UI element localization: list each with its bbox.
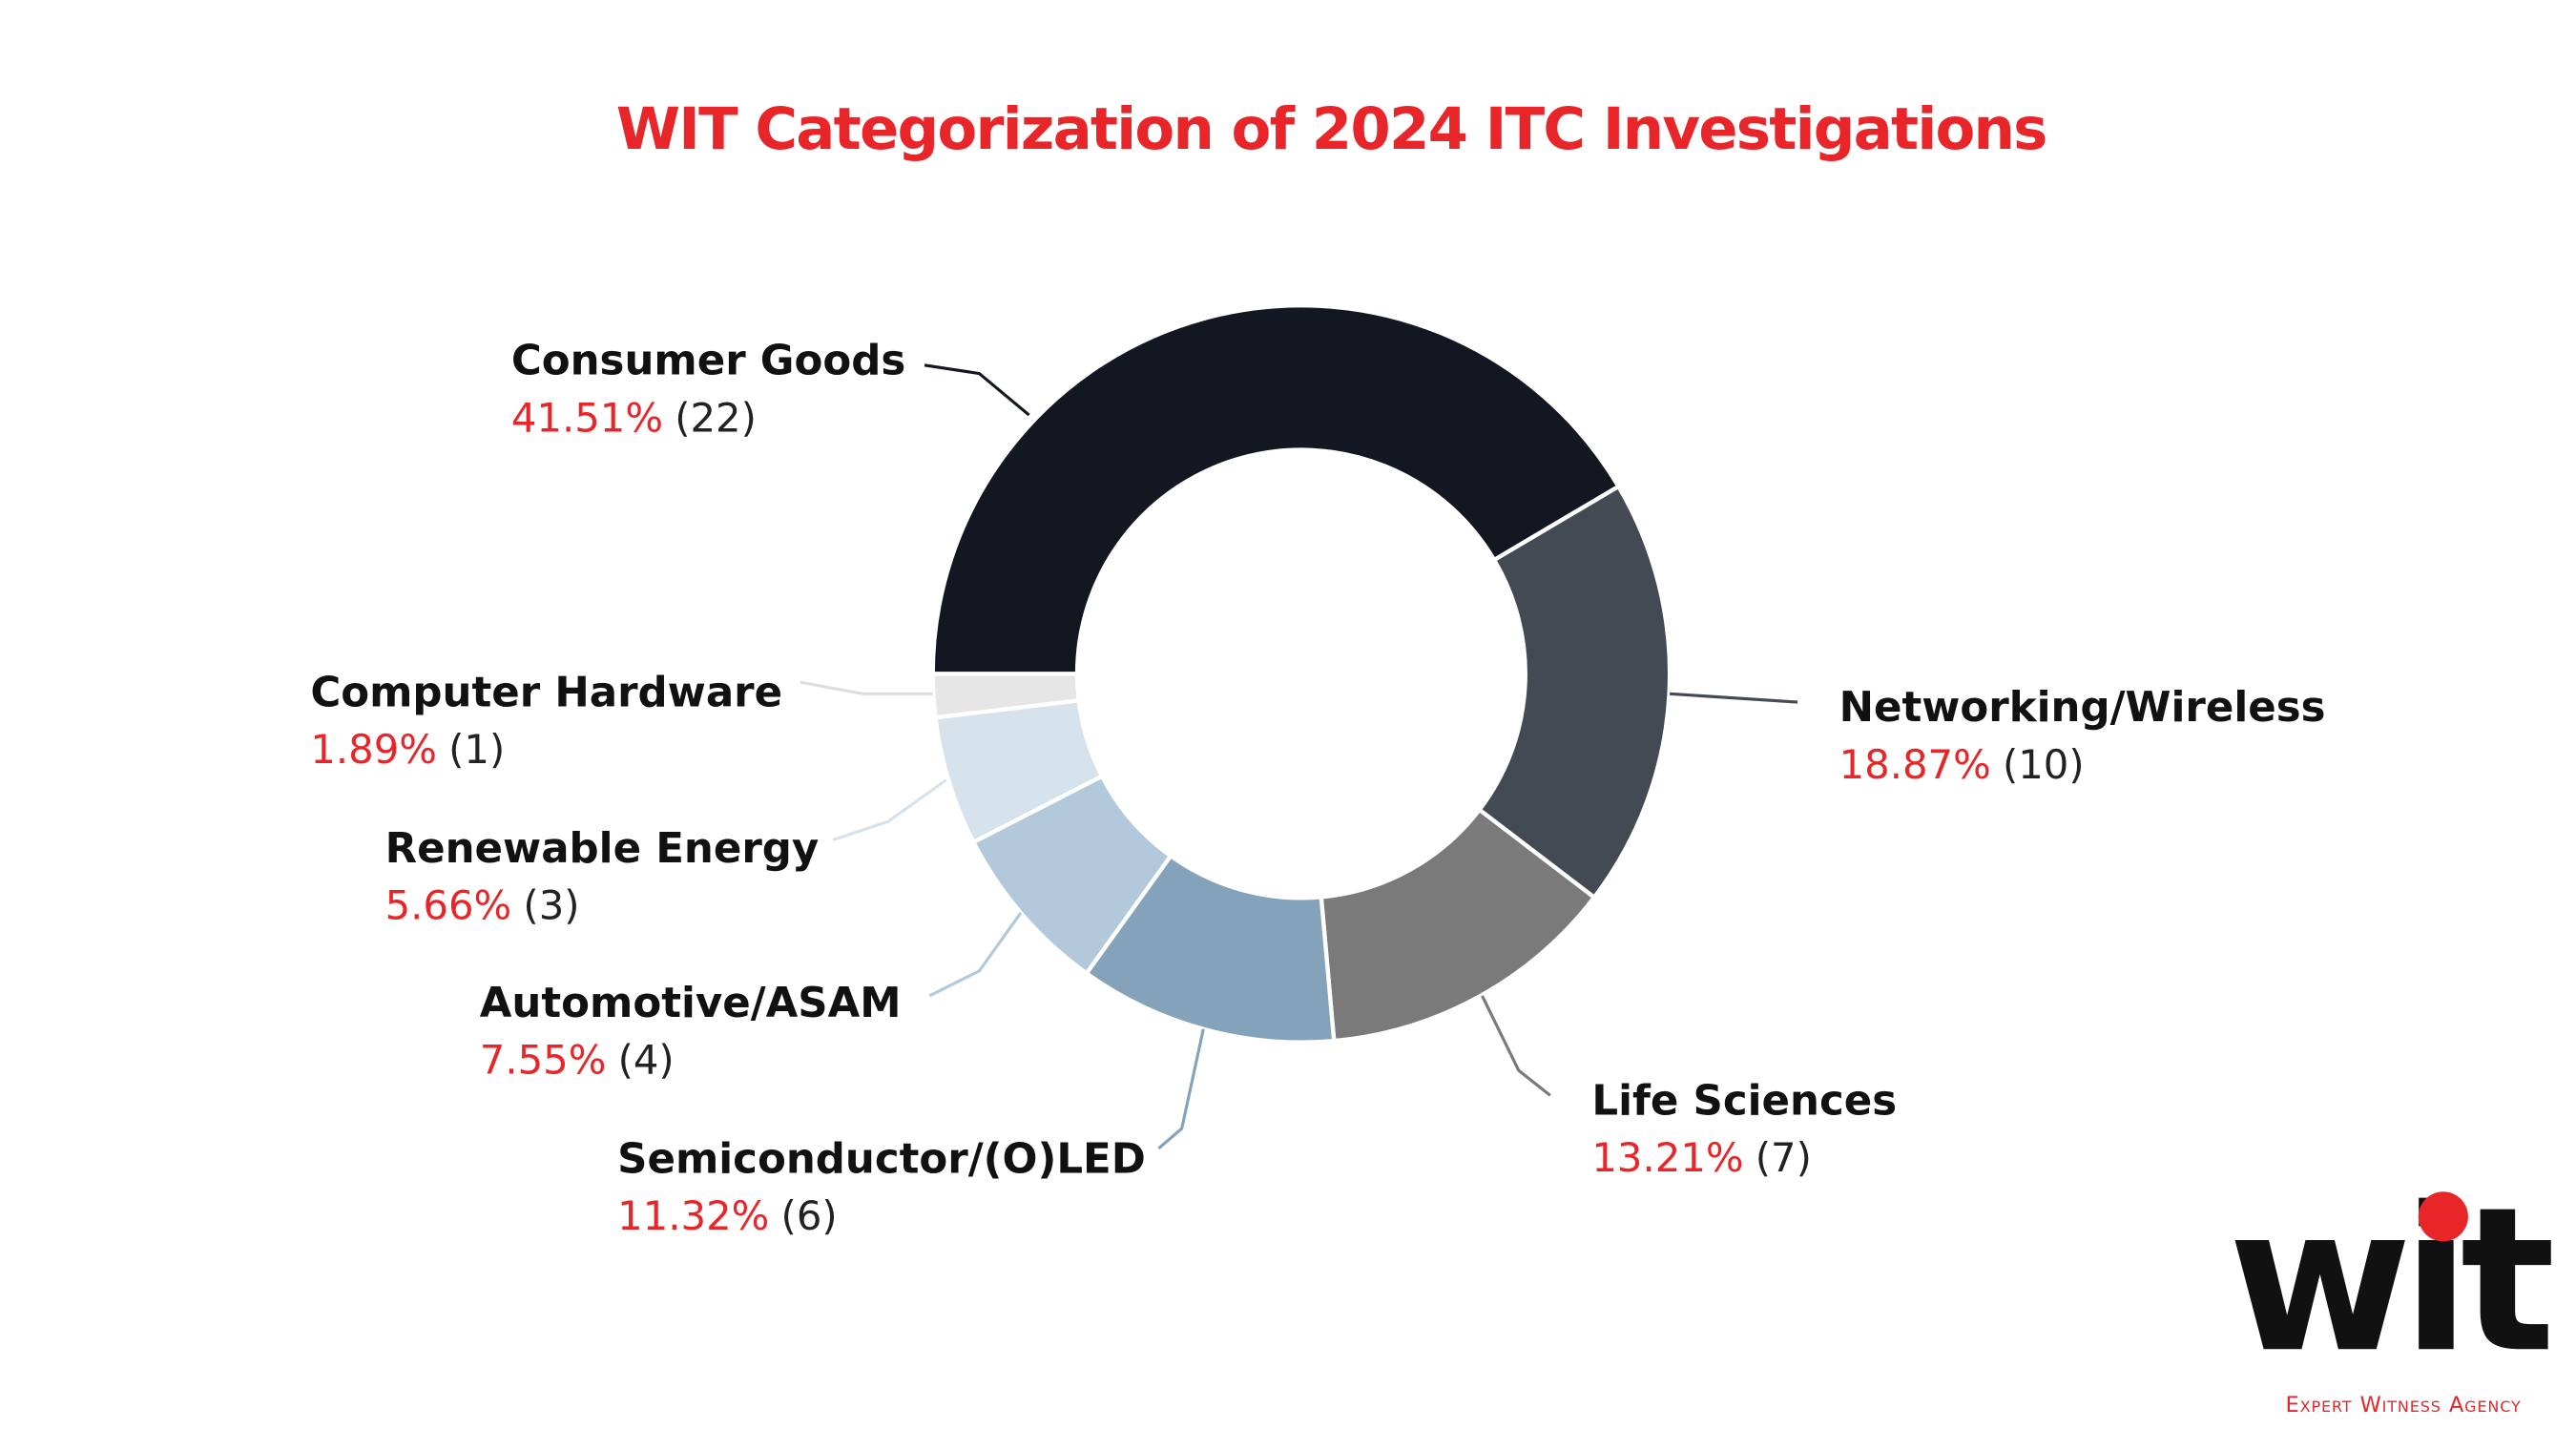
count-label: (1) (448, 726, 505, 773)
slice-value: 7.55% (4) (480, 1036, 675, 1083)
logo: wit Expert Witness Agency (2228, 1165, 2561, 1418)
slice-value: 5.66% (3) (385, 881, 580, 928)
leader-line (924, 363, 1030, 417)
count-label: (4) (618, 1036, 675, 1083)
count-label: (22) (675, 394, 757, 441)
chart-title: WIT Categorization of 2024 ITC Investiga… (616, 95, 2046, 163)
value-label: 1.89% (310, 726, 437, 773)
value-label: 41.51% (511, 394, 663, 441)
count-label: (6) (781, 1192, 838, 1239)
leader-line (832, 778, 947, 841)
leader-line (1157, 1028, 1205, 1150)
slice-name: Life Sciences (1591, 1078, 1897, 1126)
count-label: (10) (2003, 740, 2085, 787)
slice-value: 1.89% (1) (310, 726, 505, 773)
slice (930, 303, 1622, 676)
count-label: (3) (523, 881, 579, 928)
slice-value: 41.51% (22) (511, 394, 757, 441)
value-label: 5.66% (385, 881, 512, 928)
leader-line (800, 680, 933, 695)
slice-name: Renewable Energy (385, 825, 820, 873)
logo-text: wit (2228, 1165, 2551, 1397)
leader-line (1670, 692, 1798, 704)
slice-name: Computer Hardware (310, 670, 782, 717)
slice-name: Semiconductor/(O)LED (617, 1135, 1146, 1183)
slice-value: 11.32% (6) (617, 1192, 838, 1239)
value-label: 7.55% (480, 1036, 607, 1083)
slice (930, 672, 1082, 720)
leader-line (1481, 995, 1551, 1097)
slice-name: Consumer Goods (511, 338, 905, 385)
value-label: 13.21% (1591, 1134, 1743, 1181)
leader-line (928, 912, 1023, 998)
slice-value: 18.87% (10) (1839, 740, 2085, 787)
logo-tagline: Expert Witness Agency (2285, 1393, 2521, 1418)
count-label: (7) (1755, 1134, 1812, 1181)
logo-dot (2418, 1191, 2468, 1242)
slice-name: Automotive/ASAM (480, 980, 902, 1027)
value-label: 18.87% (1839, 740, 1991, 787)
value-label: 11.32% (617, 1192, 769, 1239)
slice-value: 13.21% (7) (1591, 1134, 1812, 1181)
slice-name: Networking/Wireless (1839, 684, 2326, 732)
slice (1476, 483, 1672, 900)
